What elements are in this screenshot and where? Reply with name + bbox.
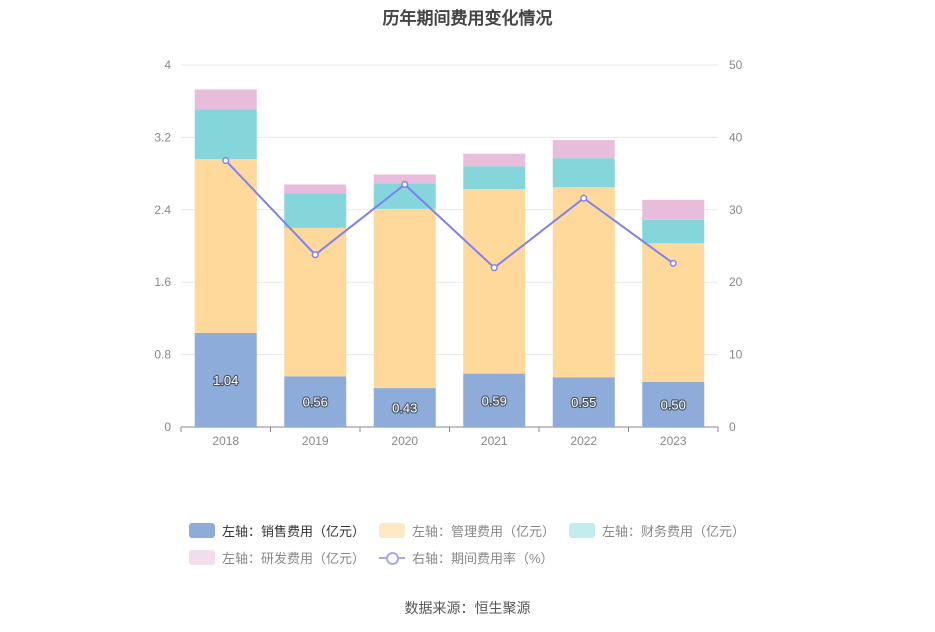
y-left-tick-label: 1.6 <box>154 275 171 289</box>
x-tick-label: 2022 <box>570 434 597 448</box>
legend-item-sales[interactable]: 左轴：销售费用（亿元） <box>189 521 365 540</box>
data-labels: 1.04 0.56 0.43 0.59 0.55 0.50 <box>212 372 687 417</box>
bar-segment <box>463 153 526 167</box>
bar-segment <box>642 381 705 427</box>
rate-point <box>490 264 498 272</box>
bar-data-label: 0.50 <box>661 397 686 412</box>
y-left-tick-label: 3.2 <box>154 130 171 144</box>
legend-label-admin: 左轴：管理费用（亿元） <box>412 524 556 539</box>
grid-lines <box>181 64 718 356</box>
legend-label-rnd: 左轴：研发费用（亿元） <box>222 551 366 566</box>
bar-data-label: 0.55 <box>571 395 596 410</box>
bars <box>194 89 705 427</box>
bar-segment <box>552 377 615 427</box>
x-tick-label: 2019 <box>302 434 329 448</box>
y-right-tick-label: 40 <box>729 130 743 144</box>
bar-segment <box>284 184 347 194</box>
legend-item-admin[interactable]: 左轴：管理费用（亿元） <box>379 521 555 540</box>
legend-label-rate: 右轴：期间费用率（%） <box>412 551 554 566</box>
y-right-tick-label: 10 <box>729 348 743 362</box>
y-left-tick-label: 2.4 <box>154 203 171 217</box>
bar-segment <box>552 140 615 159</box>
bar-segment <box>373 174 436 184</box>
legend-swatch-admin <box>379 523 405 538</box>
bar-segment <box>463 166 526 189</box>
bar-data-label: 0.56 <box>303 395 328 410</box>
legend-swatch-sales <box>189 523 215 538</box>
bar-data-label: 0.59 <box>482 393 507 408</box>
bar-segment <box>373 388 436 427</box>
rate-point <box>222 157 230 165</box>
bar-segment <box>373 208 436 389</box>
bar-segment <box>642 219 705 244</box>
legend-swatch-rnd <box>189 550 215 565</box>
chart-title: 历年期间费用变化情况 <box>382 9 553 28</box>
rate-point <box>580 194 588 202</box>
legend-item-rnd[interactable]: 左轴：研发费用（亿元） <box>189 548 365 567</box>
rate-point <box>669 259 677 267</box>
bar-data-label: 0.43 <box>392 401 417 416</box>
y-left-tick-label: 4 <box>164 58 171 72</box>
bar-segment <box>284 376 347 427</box>
legend-swatch-finance <box>569 523 595 538</box>
legend-item-finance[interactable]: 左轴：财务费用（亿元） <box>569 521 745 540</box>
bar-segment <box>284 227 347 377</box>
bar-segment <box>194 109 257 160</box>
x-tick-label: 2018 <box>212 434 239 448</box>
rate-point <box>401 180 409 189</box>
y-right-tick-label: 30 <box>729 203 743 217</box>
rate-point <box>311 251 319 259</box>
data-source: 数据来源：恒生聚源 <box>404 600 531 616</box>
legend-item-rate[interactable]: 右轴：期间费用率（%） <box>379 548 554 567</box>
legend-label-finance: 左轴：财务费用（亿元） <box>602 524 746 539</box>
y-left-tick-label: 0.8 <box>154 348 171 362</box>
x-tick-label: 2023 <box>660 434 687 448</box>
x-tick-label: 2021 <box>481 434 508 448</box>
rate-line <box>222 157 677 272</box>
bar-segment <box>642 199 705 220</box>
bar-segment <box>463 188 526 374</box>
bar-segment <box>463 373 526 427</box>
bar-segment <box>194 159 257 333</box>
legend-swatch-rate <box>379 550 405 565</box>
bar-segment <box>284 193 347 228</box>
bar-segment <box>552 158 615 188</box>
y-right-tick-label: 50 <box>729 58 743 72</box>
bar-data-label: 1.04 <box>213 373 238 388</box>
y-right-tick-label: 20 <box>729 275 743 289</box>
bar-segment <box>552 187 615 378</box>
x-tick-label: 2020 <box>391 434 418 448</box>
rate-line-path <box>225 159 674 270</box>
legend-label-sales: 左轴：销售费用（亿元） <box>222 524 366 539</box>
bar-segment <box>194 89 257 110</box>
y-left-tick-label: 0 <box>164 420 171 434</box>
y-right-tick-label: 0 <box>729 420 736 434</box>
bar-segment <box>194 332 257 427</box>
